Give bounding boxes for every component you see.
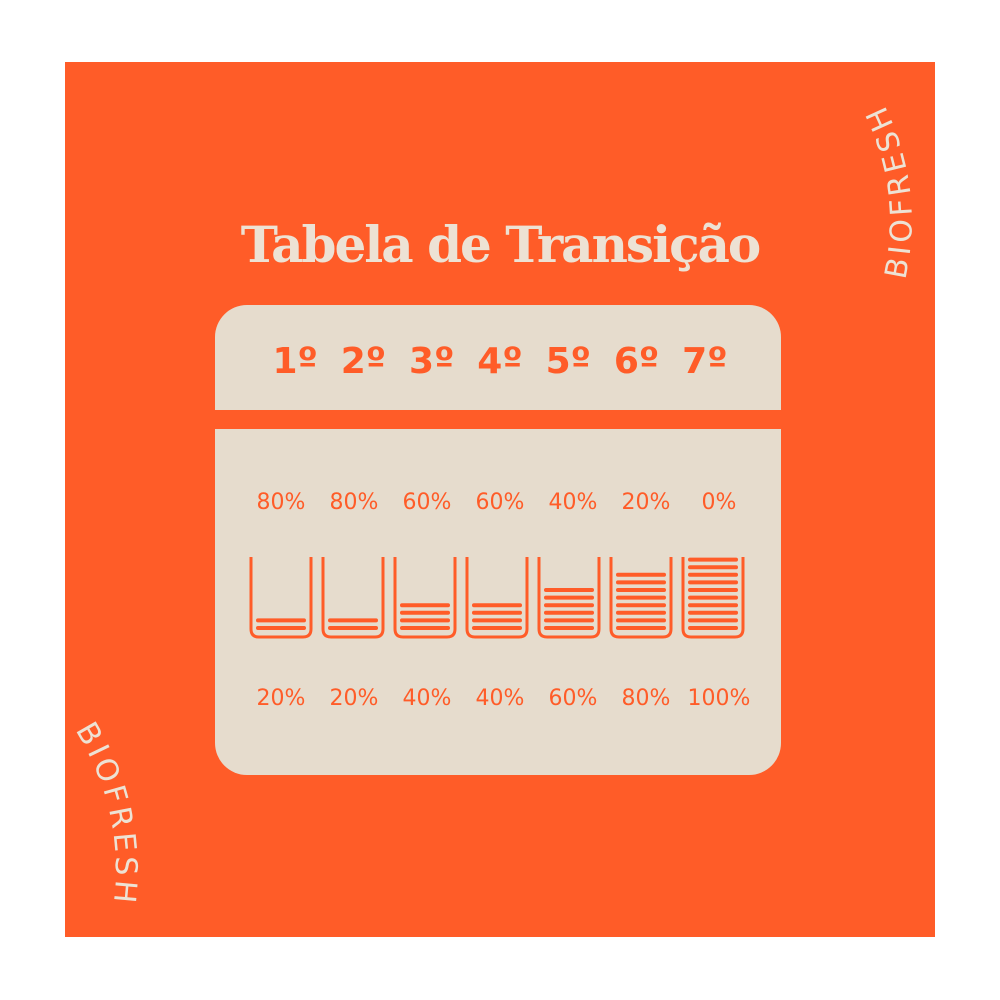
- bottom-percentage: 40%: [402, 686, 452, 711]
- cup-fill-line: [688, 603, 738, 608]
- cup-fill-line: [616, 572, 666, 577]
- cup-icon: [393, 557, 457, 639]
- cup-outline: [465, 557, 529, 639]
- cup-fill-line: [472, 610, 522, 615]
- top-percentages-row: 80% 80% 60% 60% 40% 20% 0%: [245, 490, 755, 515]
- brand-text-bottom-left: BIOFRESH: [68, 716, 143, 908]
- cup-fill-line: [688, 557, 738, 562]
- step-label: 4º: [477, 341, 523, 382]
- bottom-percentage: 60%: [548, 686, 598, 711]
- cup-fill-line: [688, 626, 738, 630]
- bottom-percentage: 80%: [621, 686, 671, 711]
- cups-illustration: [249, 557, 745, 639]
- cup-fill-line: [688, 618, 738, 623]
- step-label: 1º: [272, 341, 318, 382]
- bottom-percentages-row: 20% 20% 40% 40% 60% 80% 100%: [245, 686, 755, 711]
- transition-table: 1º 2º 3º 4º 5º 6º 7º 80% 80% 60% 60% 40%…: [215, 305, 781, 775]
- step-label: 3º: [409, 341, 455, 382]
- top-percentage: 60%: [475, 490, 525, 515]
- cup-icon: [249, 557, 313, 639]
- cup-fill-line: [688, 572, 738, 577]
- top-percentage: 80%: [329, 490, 379, 515]
- cup-fill-line: [544, 588, 594, 592]
- cup-fill-line: [256, 618, 306, 623]
- top-percentage: 20%: [621, 490, 671, 515]
- bottom-percentage: 40%: [475, 686, 525, 711]
- cup-fill-line: [616, 610, 666, 615]
- cup-fill-line: [616, 595, 666, 600]
- cup-fill-line: [472, 626, 522, 630]
- cup-icon: [321, 557, 385, 639]
- cup-fill-line: [616, 588, 666, 592]
- bottom-percentage: 20%: [329, 686, 379, 711]
- cup-outline: [609, 557, 673, 639]
- cup-fill-line: [400, 603, 450, 608]
- cup-outline: [393, 557, 457, 639]
- cup-fill-line: [616, 626, 666, 630]
- bottom-percentage: 20%: [256, 686, 306, 711]
- cup-outline: [537, 557, 601, 639]
- cup-fill-line: [400, 626, 450, 630]
- step-label: 5º: [545, 341, 591, 382]
- cup-icon: [537, 557, 601, 639]
- cup-fill-line: [616, 603, 666, 608]
- brand-text-top-right: BIOFRESH: [858, 98, 920, 282]
- bottom-percentage: 100%: [687, 686, 751, 711]
- cup-fill-line: [472, 603, 522, 608]
- step-label: 2º: [340, 341, 387, 382]
- cup-fill-line: [616, 618, 666, 623]
- cup-icon: [465, 557, 529, 639]
- cup-fill-line: [472, 618, 522, 623]
- cup-fill-line: [328, 618, 378, 623]
- cup-outline: [321, 557, 385, 639]
- cup-fill-line: [544, 618, 594, 623]
- page-title: Tabela de Transição: [240, 215, 762, 274]
- cup-fill-line: [328, 626, 378, 630]
- cup-outline: [249, 557, 313, 639]
- cup-fill-line: [544, 595, 594, 600]
- cup-fill-line: [256, 626, 306, 630]
- cup-fill-line: [400, 610, 450, 615]
- top-percentage: 0%: [701, 490, 737, 515]
- top-percentage: 40%: [548, 490, 598, 515]
- top-percentage: 60%: [402, 490, 452, 515]
- cup-icon: [609, 557, 673, 639]
- steps-row: 1º 2º 3º 4º 5º 6º 7º: [245, 341, 755, 382]
- cup-fill-line: [688, 595, 738, 600]
- divider: [215, 410, 781, 429]
- cup-fill-line: [400, 618, 450, 623]
- cup-icon: [681, 557, 745, 639]
- cup-fill-line: [616, 580, 666, 585]
- cup-fill-line: [688, 610, 738, 615]
- cup-fill-line: [688, 565, 738, 570]
- cup-fill-line: [688, 580, 738, 585]
- cup-fill-line: [688, 588, 738, 592]
- cup-fill-line: [544, 626, 594, 630]
- step-label: 6º: [613, 341, 660, 382]
- cup-fill-line: [544, 603, 594, 608]
- cup-fill-line: [544, 610, 594, 615]
- cup-outline: [681, 557, 745, 639]
- top-percentage: 80%: [256, 490, 306, 515]
- step-label: 7º: [682, 341, 728, 382]
